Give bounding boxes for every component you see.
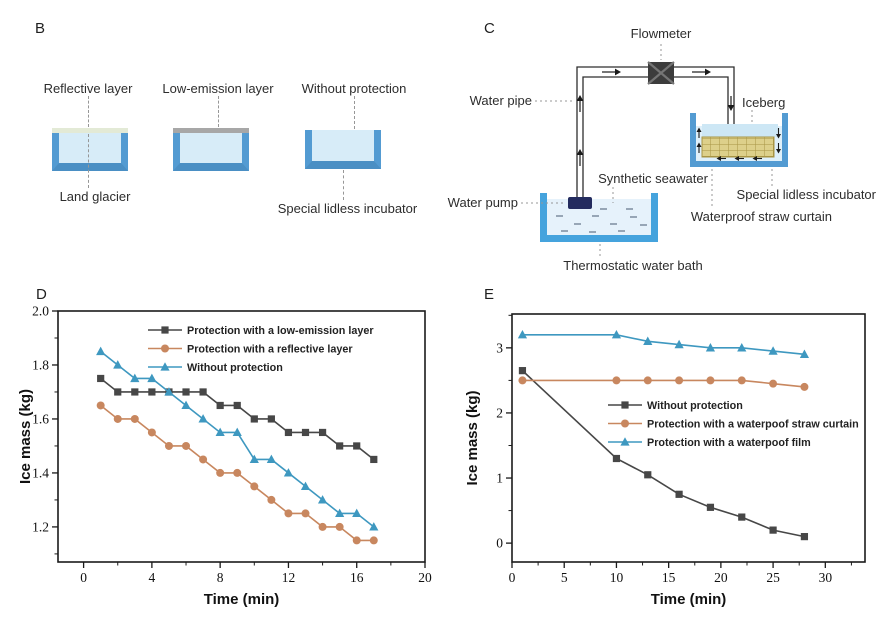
series-circle	[518, 376, 809, 391]
x-tick-label: 8	[217, 570, 224, 585]
panel-e-label: E	[484, 286, 495, 303]
flowmeter-label: Flowmeter	[631, 26, 692, 41]
iceberg-icon	[702, 124, 778, 137]
leader-line	[354, 96, 355, 129]
y-tick-label: 1.4	[32, 465, 49, 480]
low-emission-layer-label: Low-emission layer	[162, 81, 274, 96]
incubator-with-iceberg	[690, 113, 788, 167]
legend-label: Without protection	[647, 400, 743, 412]
y-tick-label: 1	[496, 471, 503, 486]
legend-label: Protection with a waterpoof straw curtai…	[647, 419, 859, 431]
legend-label: Protection with a reflective layer	[187, 344, 353, 356]
leader-line	[88, 96, 89, 127]
series-square	[97, 374, 378, 464]
x-tick-label: 0	[80, 570, 87, 585]
special-lidless-incubator-label: Special lidless incubator	[277, 201, 418, 216]
y-tick-label: 1.6	[32, 411, 49, 426]
legend-label: Protection with a low-emission layer	[187, 325, 374, 337]
x-tick-label: 15	[662, 570, 676, 585]
series-square	[518, 367, 809, 541]
flow-arrow-icons	[576, 68, 735, 166]
y-tick-label: 2	[496, 405, 503, 420]
incubator-tub	[305, 130, 381, 169]
y-tick-label: 2.0	[32, 304, 49, 319]
series-triangle	[517, 330, 810, 358]
melt-arrow-icons	[696, 127, 781, 161]
legend-label: Without protection	[187, 362, 283, 374]
water-pipe-label: Water pipe	[470, 93, 532, 108]
leader-lines	[521, 44, 773, 258]
plot-frame	[57, 310, 426, 563]
reflective-layer-strip	[52, 128, 128, 133]
without-protection-label: Without protection	[301, 81, 407, 96]
incubator-reflective	[52, 128, 128, 171]
series-circle	[96, 401, 378, 545]
water-dashes	[556, 208, 647, 233]
x-tick-label: 12	[282, 570, 296, 585]
chart-e: 0 5 10 15 20 25 30 0 1 2 3 Time (min) Ice mass (kg) W…	[464, 313, 866, 608]
panel-c-diagram: Flowmeter Water pipe Iceberg Synthetic s…	[448, 26, 877, 273]
thermostatic-water-bath-label: Thermostatic water bath	[563, 258, 702, 273]
x-tick-label: 20	[714, 570, 728, 585]
x-tick-label: 16	[350, 570, 364, 585]
y-axis-title: Ice mass (kg)	[17, 389, 34, 484]
chart-d: 0 4 8 12 16 20 1.2 1.4 1.6 1.8 2.0 Time (min) Ice ma…	[17, 304, 432, 609]
legend-label: Protection with a waterpoof film	[647, 437, 811, 449]
y-axis-title: Ice mass (kg)	[464, 390, 481, 485]
panel-c-label: C	[484, 20, 495, 37]
special-lidless-incubator-label: Special lidless incubator	[737, 187, 877, 202]
legend: Protection with a low-emission layer Prot…	[148, 325, 374, 374]
x-tick-label: 30	[819, 570, 833, 585]
y-tick-label: 1.8	[32, 357, 49, 372]
axis-ticks	[52, 310, 426, 568]
y-tick-label: 1.2	[32, 519, 49, 534]
water-pump-icon	[568, 197, 592, 209]
waterproof-straw-curtain-label: Waterproof straw curtain	[691, 209, 832, 224]
plot-frame	[511, 313, 866, 563]
synthetic-seawater-label: Synthetic seawater	[598, 171, 709, 186]
low-emission-layer-strip	[173, 128, 249, 133]
x-tick-label: 10	[610, 570, 624, 585]
incubator-low-emission	[173, 128, 249, 171]
leader-line	[343, 170, 344, 200]
panel-b-label: B	[35, 20, 46, 37]
axis-ticks	[506, 314, 852, 568]
leader-line	[88, 134, 89, 188]
legend: Without protection Protection with a wate…	[608, 400, 859, 449]
x-tick-label: 0	[509, 570, 516, 585]
y-tick-label: 0	[496, 536, 503, 551]
incubator-tub	[173, 133, 249, 171]
thermostatic-water-bath	[540, 193, 658, 242]
x-tick-label: 20	[418, 570, 432, 585]
y-tick-label: 3	[496, 340, 503, 355]
incubator-without-protection	[305, 130, 381, 169]
x-axis-title: Time (min)	[651, 591, 727, 608]
x-tick-label: 5	[561, 570, 568, 585]
straw-curtain-icon	[701, 136, 775, 158]
leader-line	[218, 96, 219, 127]
x-tick-label: 4	[149, 570, 156, 585]
water-pump-label: Water pump	[448, 195, 518, 210]
series-triangle	[96, 346, 379, 531]
iceberg-label: Iceberg	[742, 95, 785, 110]
panel-d-label: D	[36, 286, 47, 303]
x-axis-title: Time (min)	[204, 591, 280, 608]
x-tick-label: 25	[766, 570, 780, 585]
reflective-layer-label: Reflective layer	[43, 81, 133, 96]
incubator-tub	[52, 133, 128, 171]
flowmeter-icon	[647, 61, 675, 85]
land-glacier-label: Land glacier	[59, 189, 131, 204]
